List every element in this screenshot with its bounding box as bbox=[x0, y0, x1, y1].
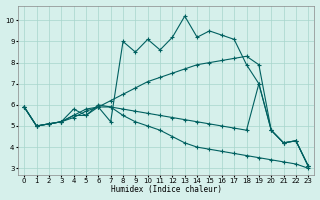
X-axis label: Humidex (Indice chaleur): Humidex (Indice chaleur) bbox=[111, 185, 222, 194]
